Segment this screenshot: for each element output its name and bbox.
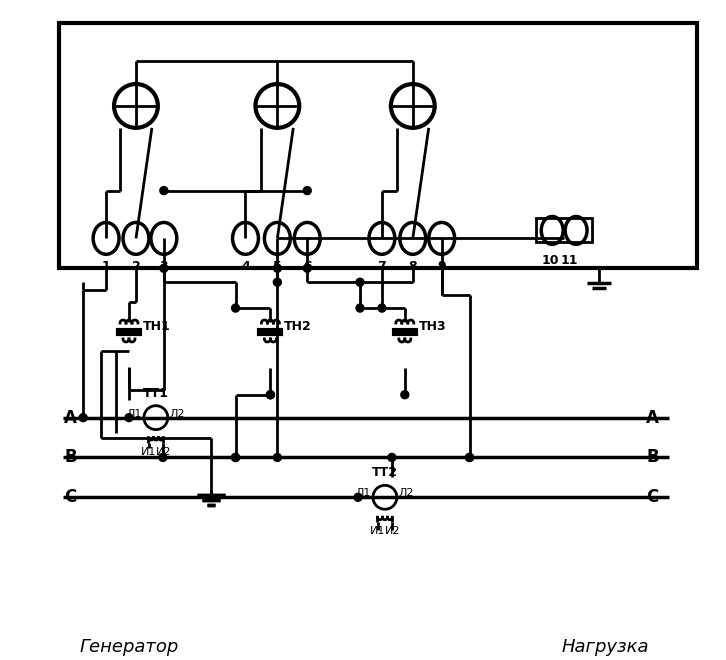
Text: 4: 4 (241, 260, 250, 273)
Text: ТТ1: ТТ1 (143, 387, 169, 400)
Text: A: A (646, 409, 658, 426)
Circle shape (274, 264, 282, 272)
Text: Л1: Л1 (356, 488, 371, 498)
Text: 5: 5 (273, 260, 282, 273)
Bar (60, 23, 696, 268)
Circle shape (378, 304, 386, 312)
Circle shape (232, 453, 240, 461)
Text: 3: 3 (160, 260, 168, 273)
Text: Нагрузка: Нагрузка (561, 638, 649, 655)
Circle shape (303, 264, 311, 272)
Text: 11: 11 (560, 254, 578, 267)
Text: 8: 8 (409, 260, 417, 273)
Circle shape (465, 453, 473, 461)
Circle shape (303, 187, 311, 195)
Text: И1: И1 (370, 526, 385, 536)
Text: И1: И1 (141, 447, 156, 457)
Circle shape (356, 279, 364, 286)
Circle shape (125, 414, 133, 422)
Text: 10: 10 (542, 254, 559, 267)
Text: Генератор: Генератор (79, 638, 179, 655)
Text: 9: 9 (437, 260, 446, 273)
Circle shape (232, 304, 240, 312)
Text: C: C (646, 488, 658, 506)
Text: B: B (646, 448, 658, 467)
Text: ТТ2: ТТ2 (372, 467, 398, 479)
Circle shape (266, 391, 274, 399)
Circle shape (354, 493, 362, 502)
Circle shape (401, 391, 409, 399)
Text: A: A (65, 409, 77, 426)
Circle shape (388, 453, 396, 461)
Circle shape (159, 453, 167, 461)
Text: Л2: Л2 (399, 488, 415, 498)
Circle shape (160, 187, 168, 195)
Circle shape (274, 453, 282, 461)
Circle shape (266, 391, 274, 399)
Circle shape (356, 304, 364, 312)
Text: И2: И2 (155, 447, 171, 457)
Bar (537, 218, 592, 242)
Text: И2: И2 (385, 526, 400, 536)
Text: Л2: Л2 (170, 409, 185, 418)
Circle shape (79, 414, 87, 422)
Circle shape (160, 264, 168, 272)
Text: ТН2: ТН2 (285, 319, 312, 333)
Text: 1: 1 (102, 260, 110, 273)
Text: C: C (65, 488, 76, 506)
Text: B: B (65, 448, 77, 467)
Circle shape (465, 453, 473, 461)
Text: ТН1: ТН1 (143, 319, 171, 333)
Circle shape (232, 453, 240, 461)
Text: 2: 2 (131, 260, 140, 273)
Text: 7: 7 (378, 260, 386, 273)
Text: Л1: Л1 (126, 409, 142, 418)
Text: 6: 6 (303, 260, 311, 273)
Circle shape (274, 279, 282, 286)
Text: ТН3: ТН3 (419, 319, 446, 333)
